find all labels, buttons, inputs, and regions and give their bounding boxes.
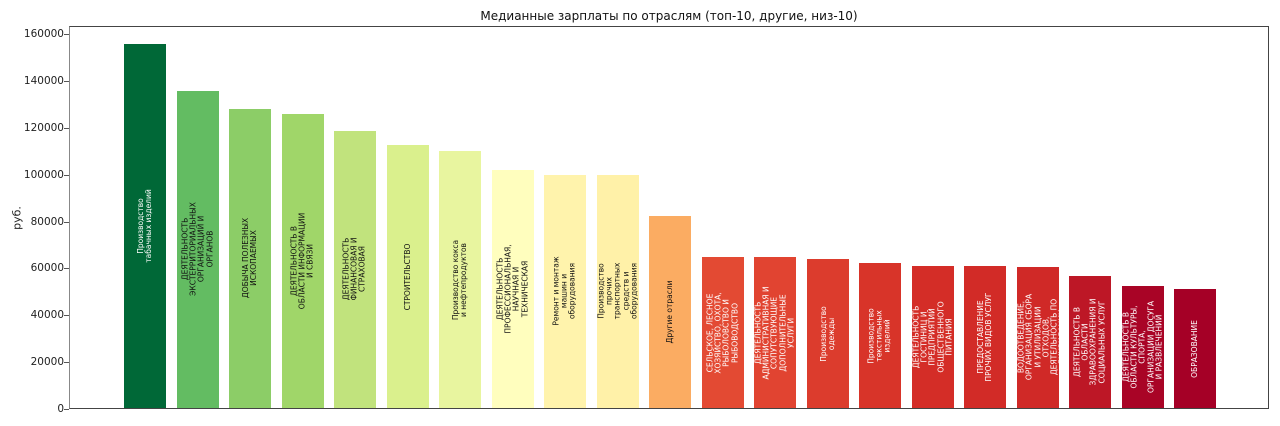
bar: Ремонт и монтаж машин и оборудования xyxy=(544,174,586,408)
bar: ПРЕДОСТАВЛЕНИЕ ПРОЧИХ ВИДОВ УСЛУГ xyxy=(964,266,1006,408)
y-tick-mark xyxy=(64,362,69,364)
y-tick-mark xyxy=(64,127,69,129)
bar-label: ДЕЯТЕЛЬНОСТЬ ФИНАНСОВАЯ И СТРАХОВАЯ xyxy=(341,237,368,301)
y-tick-label: 20000 xyxy=(30,356,64,369)
y-tick-mark xyxy=(64,80,69,82)
y-tick-label: 100000 xyxy=(23,168,64,181)
bar: Производство одежды xyxy=(806,259,849,408)
bar: ДЕЯТЕЛЬНОСТЬ В ОБЛАСТИ ИНФОРМАЦИИ И СВЯЗ… xyxy=(281,113,324,408)
bar: СЕЛЬСКОЕ, ЛЕСНОЕ ХОЗЯЙСТВО, ОХОТА, РЫБОЛ… xyxy=(701,257,744,408)
bar: ДОБЫЧА ПОЛЕЗНЫХ ИСКОПАЕМЫХ xyxy=(229,108,271,408)
bar-label: ДОБЫЧА ПОЛЕЗНЫХ ИСКОПАЕМЫХ xyxy=(240,218,258,299)
y-tick-label: 140000 xyxy=(23,74,64,87)
bar-label: СЕЛЬСКОЕ, ЛЕСНОЕ ХОЗЯЙСТВО, ОХОТА, РЫБОЛ… xyxy=(705,291,739,374)
bar-label: ДЕЯТЕЛЬНОСТЬ АДМИНИСТРАТИВНАЯ И СОПУТСТВ… xyxy=(753,285,796,380)
bar-label: ПРЕДОСТАВЛЕНИЕ ПРОЧИХ ВИДОВ УСЛУГ xyxy=(975,292,993,382)
bar: ОБРАЗОВАНИЕ xyxy=(1174,289,1216,408)
bar-label: СТРОИТЕЛЬСТВО xyxy=(402,243,412,310)
y-tick-label: 40000 xyxy=(30,309,64,322)
bar-label: ДЕЯТЕЛЬНОСТЬ В ОБЛАСТИ КУЛЬТУРЫ, СПОРТА,… xyxy=(1120,301,1163,394)
bar-label: Производство табачных изделий xyxy=(135,189,153,263)
plot-area: Производство табачных изделий ДЕЯТЕЛЬНОСТ… xyxy=(69,26,1269,409)
y-tick-mark xyxy=(64,221,69,223)
bar-label: Производство кокса и нефтепродуктов xyxy=(450,239,468,320)
bar-label: ДЕЯТЕЛЬНОСТЬ В ОБЛАСТИ ЗДРАВООХРАНЕНИЯ И… xyxy=(1072,298,1107,386)
bar: ДЕЯТЕЛЬНОСТЬ ЭКСТЕРРИТОРИАЛЬНЫХ ОРГАНИЗА… xyxy=(176,90,219,408)
bar-label: Производство прочих транспортных средств… xyxy=(595,263,638,320)
bar-label: ВОДОСНАБЖЕНИЕ; ВОДООТВЕДЕНИЕ, ОРГАНИЗАЦИ… xyxy=(1007,294,1067,381)
bar: Производство кокса и нефтепродуктов xyxy=(439,151,481,408)
y-axis-label: руб. xyxy=(10,206,24,230)
y-tick-mark xyxy=(64,268,69,270)
bar-label: Ремонт и монтаж машин и оборудования xyxy=(551,256,578,326)
bar: ДЕЯТЕЛЬНОСТЬ АДМИНИСТРАТИВНАЯ И СОПУТСТВ… xyxy=(753,257,796,408)
y-tick-label: 60000 xyxy=(30,262,64,275)
bar: Другие отрасли xyxy=(649,216,691,408)
bar: ДЕЯТЕЛЬНОСТЬ В ОБЛАСТИ ЗДРАВООХРАНЕНИЯ И… xyxy=(1069,276,1111,408)
y-tick-mark xyxy=(64,34,69,35)
y-tick-mark xyxy=(64,315,69,317)
bar-label: ДЕЯТЕЛЬНОСТЬ ГОСТИНИЦ И ПРЕДПРИЯТИЙ ОБЩЕ… xyxy=(910,301,953,373)
bar-label: Производство текстильных изделий xyxy=(866,307,893,364)
bar: Производство текстильных изделий xyxy=(859,263,901,408)
bar: ДЕЯТЕЛЬНОСТЬ ГОСТИНИЦ И ПРЕДПРИЯТИЙ ОБЩЕ… xyxy=(910,266,954,408)
bar: ДЕЯТЕЛЬНОСТЬ ФИНАНСОВАЯ И СТРАХОВАЯ xyxy=(334,130,376,408)
bar: Производство табачных изделий xyxy=(124,43,166,408)
bar: ВОДОСНАБЖЕНИЕ; ВОДООТВЕДЕНИЕ, ОРГАНИЗАЦИ… xyxy=(1008,266,1066,408)
bar-label: ДЕЯТЕЛЬНОСТЬ В ОБЛАСТИ ИНФОРМАЦИИ И СВЯЗ… xyxy=(289,212,315,310)
chart-title: Медианные зарплаты по отраслям (топ-10, … xyxy=(480,9,858,23)
y-tick-mark xyxy=(64,174,69,176)
bar: ДЕЯТЕЛЬНОСТЬ ПРОФЕССИОНАЛЬНАЯ, НАУЧНАЯ И… xyxy=(491,170,534,408)
bar-label: ОБРАЗОВАНИЕ xyxy=(1189,319,1199,378)
bar: Производство прочих транспортных средств… xyxy=(595,174,639,408)
bar: СТРОИТЕЛЬСТВО xyxy=(386,145,429,408)
y-tick-label: 0 xyxy=(57,403,64,415)
y-tick-mark xyxy=(64,409,69,410)
bar-label: ДЕЯТЕЛЬНОСТЬ ЭКСТЕРРИТОРИАЛЬНЫХ ОРГАНИЗА… xyxy=(180,202,214,297)
bar-label: ДЕЯТЕЛЬНОСТЬ ПРОФЕССИОНАЛЬНАЯ, НАУЧНАЯ И… xyxy=(495,244,529,334)
bar-label: Другие отрасли xyxy=(664,280,674,344)
y-tick-label: 80000 xyxy=(30,215,64,228)
bar: ДЕЯТЕЛЬНОСТЬ В ОБЛАСТИ КУЛЬТУРЫ, СПОРТА,… xyxy=(1120,286,1164,408)
y-tick-label: 160000 xyxy=(23,28,64,40)
bar-label: Производство одежды xyxy=(818,305,836,362)
y-tick-label: 120000 xyxy=(23,121,64,134)
